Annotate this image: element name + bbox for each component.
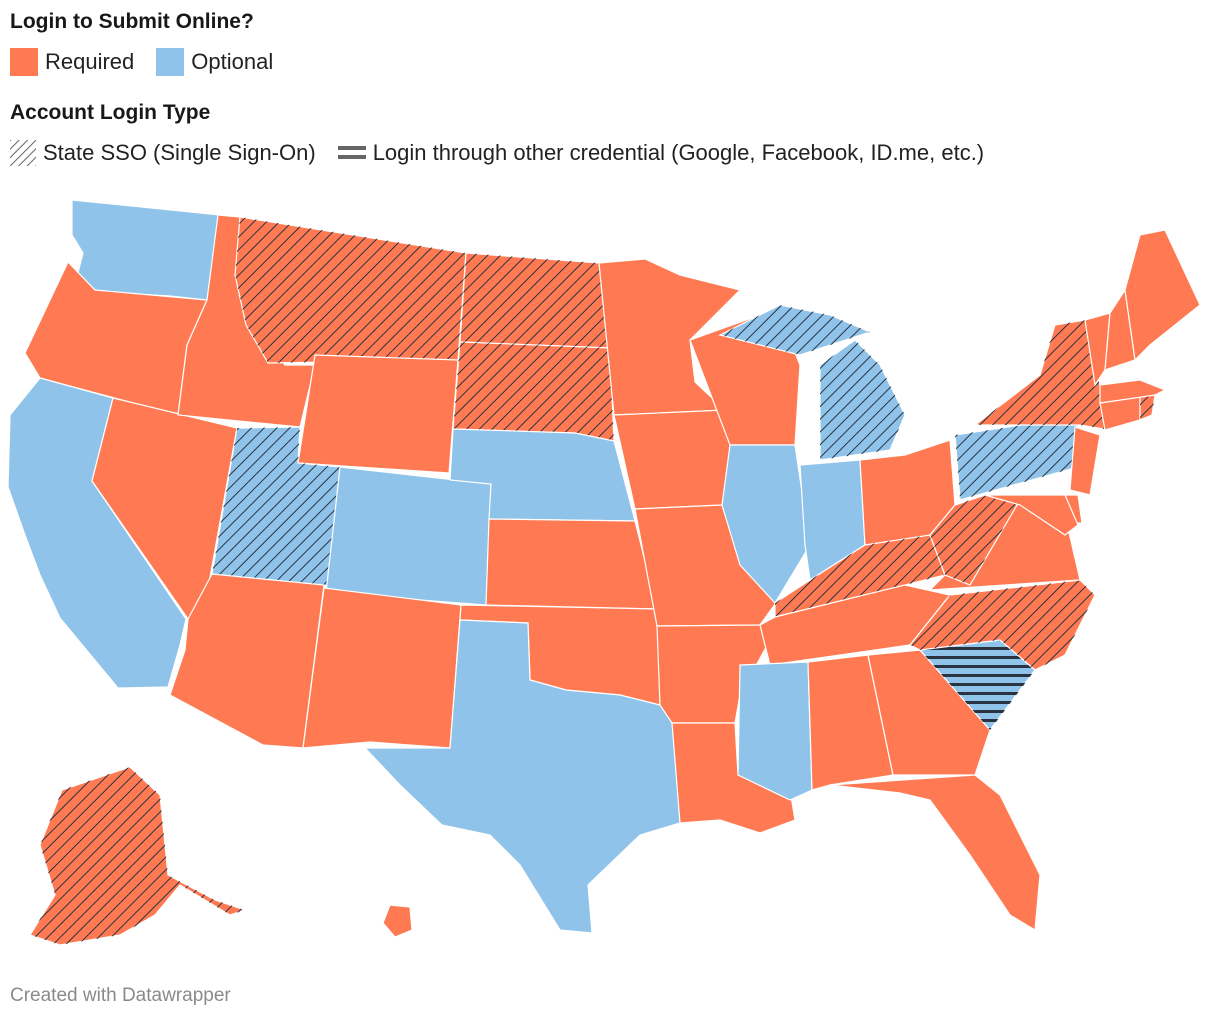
us-map xyxy=(7,199,1201,946)
state-sc-pattern xyxy=(920,640,1035,730)
horizontal-lines-icon xyxy=(337,146,366,159)
required-label: Required xyxy=(45,49,135,74)
state-me xyxy=(1124,229,1201,362)
hatch-pattern-icon xyxy=(10,140,36,166)
state-nj xyxy=(1069,426,1101,496)
state-hi xyxy=(382,904,413,938)
state-ny-pattern xyxy=(975,320,1110,430)
state-md xyxy=(984,494,1079,536)
state-nc-pattern xyxy=(910,580,1095,670)
legend-item-required: Required xyxy=(10,48,134,76)
sso-label: State SSO (Single Sign-On) xyxy=(43,140,316,165)
state-tx xyxy=(363,619,681,934)
state-nd-pattern xyxy=(460,253,610,348)
state-ks xyxy=(485,518,658,610)
state-nm xyxy=(302,587,462,749)
state-mt-pattern xyxy=(235,217,466,363)
state-ma xyxy=(1099,379,1167,404)
optional-label: Optional xyxy=(191,49,274,74)
state-ut-pattern xyxy=(212,427,340,586)
optional-swatch xyxy=(156,48,185,76)
legend-item-sso: State SSO (Single Sign-On) xyxy=(10,140,316,166)
state-ky-pattern xyxy=(775,535,945,617)
state-la xyxy=(671,722,796,834)
state-al xyxy=(807,654,894,791)
legend-type-row: State SSO (Single Sign-On) Login through… xyxy=(10,140,1006,166)
state-ga xyxy=(867,649,991,776)
state-wy xyxy=(297,354,459,474)
state-fl xyxy=(829,774,1041,932)
state-mi-pattern xyxy=(820,340,905,460)
legend-item-optional: Optional xyxy=(156,48,273,76)
legend-status-row: Required Optional xyxy=(10,48,295,76)
state-ri-pattern xyxy=(1140,395,1155,420)
legend-type-title: Account Login Type xyxy=(10,101,211,124)
legend-title: Login to Submit Online? xyxy=(10,10,254,33)
state-mi-up-pattern xyxy=(720,305,870,355)
state-wa xyxy=(71,199,221,301)
footer-credit: Created with Datawrapper xyxy=(10,985,231,1006)
state-sd-pattern xyxy=(453,342,614,441)
state-pa-pattern xyxy=(955,417,1085,500)
state-co xyxy=(325,466,492,606)
state-ms xyxy=(737,661,813,801)
legend-item-other: Login through other credential (Google, … xyxy=(337,140,985,166)
state-ak-pattern xyxy=(30,767,245,945)
other-label: Login through other credential (Google, … xyxy=(372,140,985,165)
state-wv-pattern xyxy=(930,495,1020,585)
required-swatch xyxy=(10,48,38,76)
